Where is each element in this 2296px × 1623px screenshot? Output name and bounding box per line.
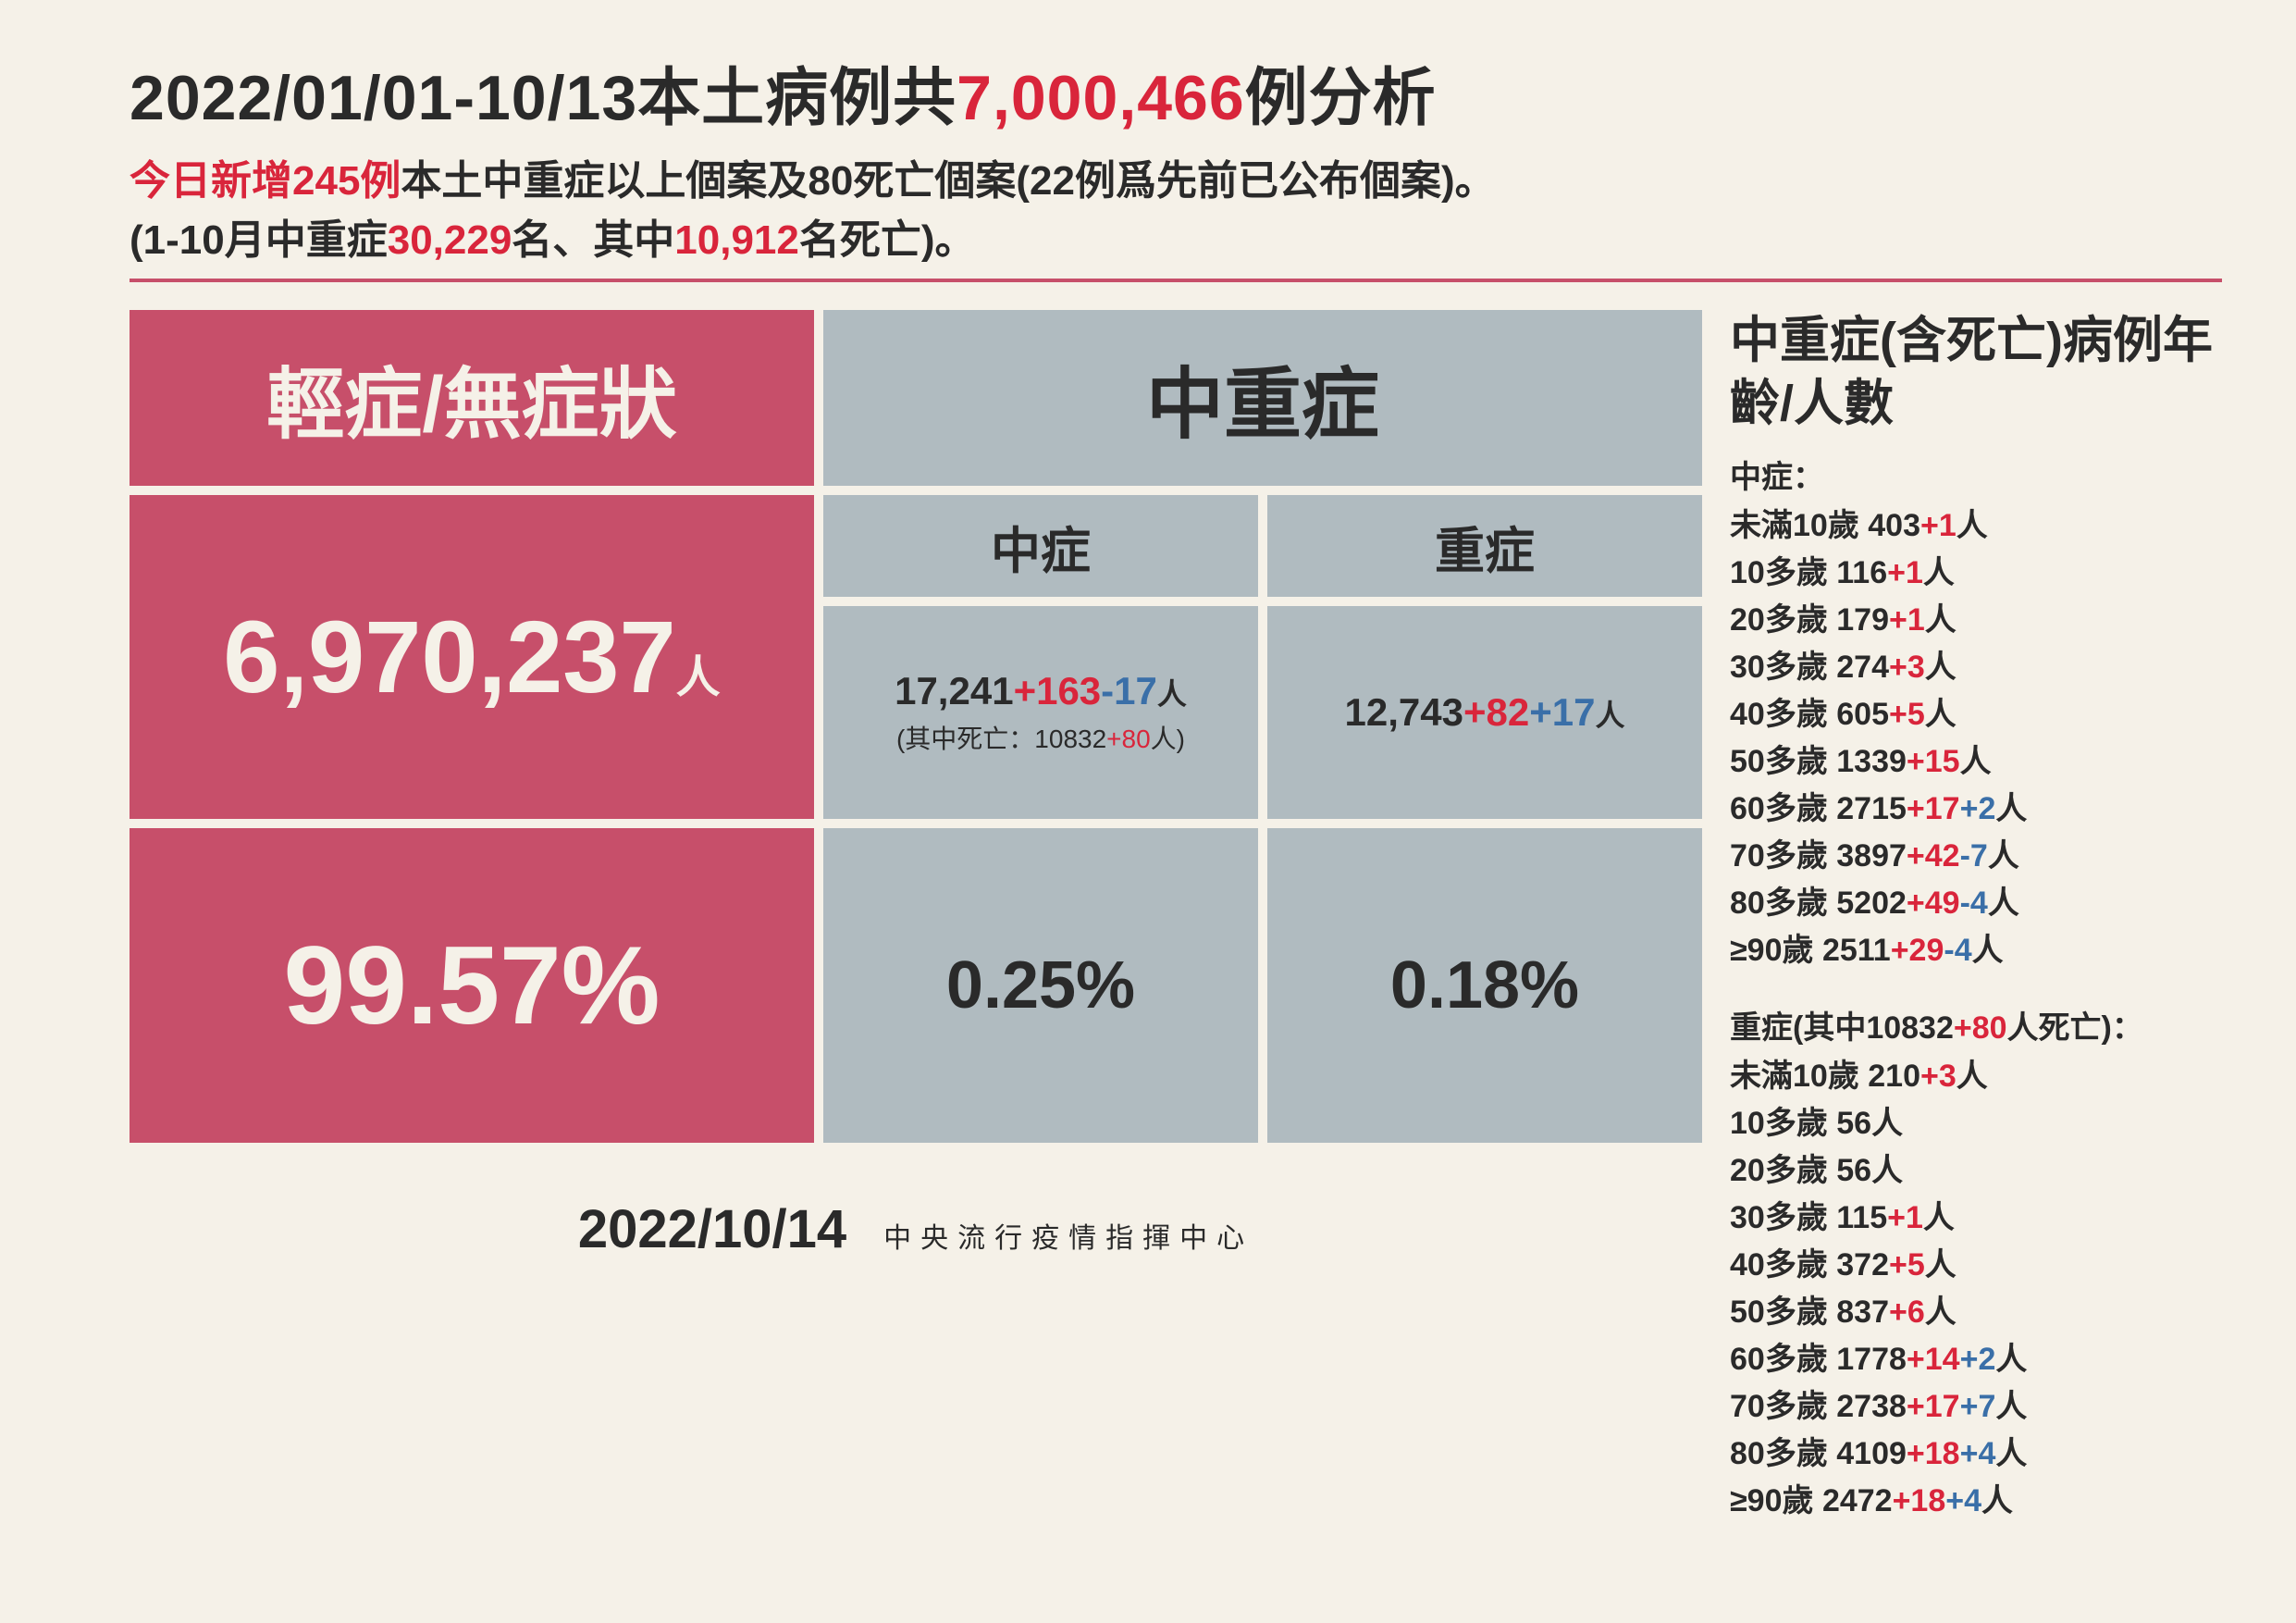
divider	[130, 279, 2222, 282]
footer-date: 2022/10/14	[578, 1198, 846, 1260]
summary-grid: 輕症/無症狀 中重症 6,970,237人 中症 17,241+163-17人 …	[130, 310, 1702, 1143]
summary-grid-wrap: 輕症/無症狀 中重症 6,970,237人 中症 17,241+163-17人 …	[130, 310, 1702, 1553]
subtitle-1: 今日新增245例本土中重症以上個案及80死亡個案(22例爲先前已公布個案)。	[130, 147, 2222, 206]
moderate-age-list: 未滿10歲 403+1人10多歲 116+1人20多歲 179+1人30多歲 2…	[1730, 502, 2222, 974]
age-row: 未滿10歲 403+1人	[1730, 502, 2222, 550]
critical-age-list: 未滿10歲 210+3人10多歲 56人20多歲 56人30多歲 115+1人4…	[1730, 1053, 2222, 1525]
title-total: 7,000,466	[957, 63, 1245, 133]
footer-org: 中央流行疫情指揮中心	[883, 1215, 1253, 1256]
age-row: 30多歲 115+1人	[1730, 1195, 2222, 1242]
moderate-column: 中症 17,241+163-17人 (其中死亡：10832+80人)	[823, 495, 1258, 819]
mild-count: 6,970,237	[223, 601, 675, 714]
sub1-rest: 本土中重症以上個案及80死亡個案(22例爲先前已公布個案)。	[401, 158, 1495, 204]
moderate-age-header: 中症：	[1730, 452, 2222, 497]
sub1-highlight: 今日新增245例	[130, 158, 401, 204]
critical-age-block: 重症(其中10832+80人死亡)： 未滿10歲 210+3人10多歲 56人2…	[1730, 1002, 2222, 1525]
moderate-body: 17,241+163-17人 (其中死亡：10832+80人)	[823, 606, 1258, 819]
critical-column: 重症 12,743+82+17人	[1267, 495, 1702, 819]
age-row: ≥90歲 2472+18+4人	[1730, 1478, 2222, 1525]
critical-body: 12,743+82+17人	[1267, 606, 1702, 819]
age-row: ≥90歲 2511+29-4人	[1730, 927, 2222, 974]
age-row: 70多歲 2738+17+7人	[1730, 1383, 2222, 1431]
moderate-header: 中症	[823, 495, 1258, 606]
age-row: 40多歲 605+5人	[1730, 691, 2222, 738]
age-row: 50多歲 1339+15人	[1730, 738, 2222, 786]
header-mild: 輕症/無症狀	[130, 310, 814, 486]
title-pre: 2022/01/01-10/13本土病例共	[130, 63, 957, 133]
moderate-pct-cell: 0.25%	[823, 828, 1258, 1143]
main-content: 輕症/無症狀 中重症 6,970,237人 中症 17,241+163-17人 …	[130, 310, 2222, 1553]
side-panel: 中重症(含死亡)病例年齡/人數 中症： 未滿10歲 403+1人10多歲 116…	[1721, 310, 2222, 1553]
age-row: 30多歲 274+3人	[1730, 644, 2222, 691]
mild-count-cell: 6,970,237人	[130, 495, 814, 819]
side-title: 中重症(含死亡)病例年齡/人數	[1730, 310, 2222, 435]
critical-age-header: 重症(其中10832+80人死亡)：	[1730, 1002, 2222, 1047]
age-row: 80多歲 5202+49-4人	[1730, 880, 2222, 927]
age-row: 20多歲 179+1人	[1730, 597, 2222, 644]
age-row: 20多歲 56人	[1730, 1147, 2222, 1195]
age-row: 10多歲 56人	[1730, 1100, 2222, 1147]
age-row: 10多歲 116+1人	[1730, 550, 2222, 597]
age-row: 未滿10歲 210+3人	[1730, 1053, 2222, 1100]
age-row: 60多歲 2715+17+2人	[1730, 786, 2222, 833]
header-severe: 中重症	[823, 310, 1702, 486]
age-row: 70多歲 3897+42-7人	[1730, 833, 2222, 880]
moderate-age-block: 中症： 未滿10歲 403+1人10多歲 116+1人20多歲 179+1人30…	[1730, 452, 2222, 974]
mild-unit: 人	[676, 653, 721, 702]
age-row: 60多歲 1778+14+2人	[1730, 1336, 2222, 1383]
subtitle-2: (1-10月中重症30,229名、其中10,912名死亡)。	[130, 206, 2222, 266]
age-row: 40多歲 372+5人	[1730, 1242, 2222, 1289]
critical-pct-cell: 0.18%	[1267, 828, 1702, 1143]
critical-header: 重症	[1267, 495, 1702, 606]
page-title: 2022/01/01-10/13本土病例共7,000,466例分析	[130, 46, 2222, 138]
footer: 2022/10/14 中央流行疫情指揮中心	[130, 1198, 1702, 1260]
title-post: 例分析	[1245, 63, 1437, 133]
age-row: 50多歲 837+6人	[1730, 1289, 2222, 1336]
mild-pct-cell: 99.57%	[130, 828, 814, 1143]
age-row: 80多歲 4109+18+4人	[1730, 1431, 2222, 1478]
